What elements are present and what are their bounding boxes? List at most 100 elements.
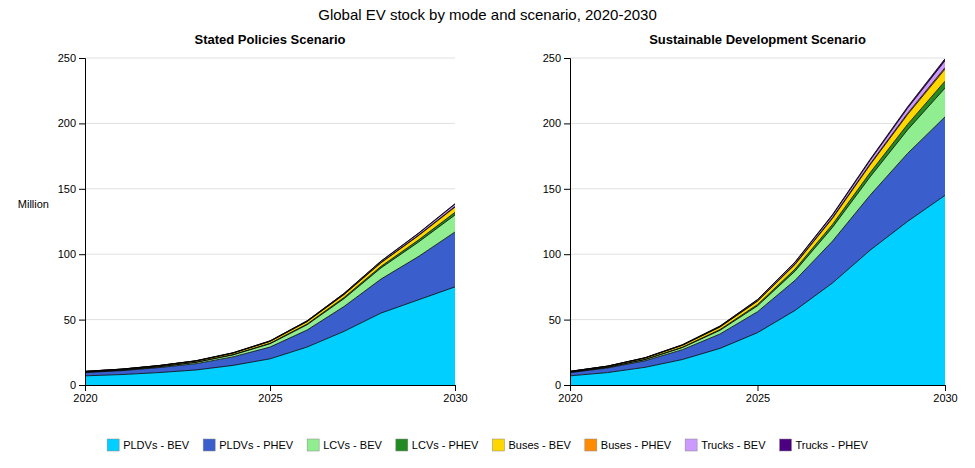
area-outline [85, 206, 455, 371]
tick-label: 0 [70, 379, 76, 391]
area-outline [570, 69, 945, 371]
grid-line [85, 58, 455, 59]
area-outline [85, 287, 455, 376]
subplot-title: Sustainable Development Scenario [649, 32, 866, 47]
legend-label: Buses - PHEV [601, 439, 672, 451]
tick: 2020 [558, 385, 582, 404]
area-outline [570, 68, 945, 372]
legend-swatch [585, 439, 597, 451]
tick-mark [270, 385, 271, 391]
area-outline [570, 81, 945, 372]
y-axis: 0 50 100 150 200 250 [543, 52, 571, 391]
legend-item: PLDVs - PHEV [203, 439, 294, 451]
legend-swatch [685, 439, 697, 451]
area-outline [570, 59, 945, 372]
tick-mark [79, 320, 85, 321]
legend-item: Trucks - PHEV [780, 439, 869, 451]
area-outline [570, 195, 945, 376]
tick-label: 2030 [443, 392, 467, 404]
area [85, 204, 455, 371]
area [570, 68, 945, 372]
axis-line [79, 59, 86, 386]
tick: 50 [64, 314, 85, 326]
tick-label: 2020 [73, 392, 97, 404]
legend-swatch [396, 439, 408, 451]
plot-area [570, 59, 945, 385]
legend-label: Buses - BEV [508, 439, 571, 451]
axis-line [564, 59, 571, 386]
legend-label: Trucks - PHEV [796, 439, 869, 451]
area [570, 69, 945, 372]
tick-label: 50 [549, 314, 561, 326]
tick-label: 250 [543, 52, 561, 64]
legend-item: Trucks - BEV [685, 439, 766, 451]
y-axis-title: Million [18, 198, 49, 210]
y-axis: 0 50 100 150 200 250 [58, 52, 86, 391]
x-axis: 2020 2025 2030 [558, 385, 957, 404]
tick-mark [564, 58, 570, 59]
tick-mark [564, 123, 570, 124]
tick: 100 [543, 248, 570, 260]
tick: 2025 [746, 385, 770, 404]
legend-swatch [107, 439, 119, 451]
tick-label: 2030 [933, 392, 957, 404]
tick-label: 200 [543, 117, 561, 129]
tick: 200 [58, 117, 85, 129]
tick-label: 2020 [558, 392, 582, 404]
tick-mark [564, 320, 570, 321]
tick: 0 [70, 379, 85, 391]
axis-line [571, 386, 946, 392]
tick: 150 [543, 183, 570, 195]
tick-label: 100 [58, 248, 76, 260]
legend-label: PLDVs - BEV [123, 439, 190, 451]
tick: 2025 [258, 385, 282, 404]
grid [85, 58, 455, 385]
legend-swatch [780, 439, 792, 451]
tick-mark [79, 123, 85, 124]
subplot-title: Stated Policies Scenario [194, 32, 345, 47]
tick-mark [945, 385, 946, 391]
tick-label: 150 [58, 183, 76, 195]
legend-swatch [307, 439, 319, 451]
area-outline [85, 204, 455, 371]
panel: 2020 2025 2030 0 50 100 150 200 250 Stated Polici… [18, 32, 468, 404]
area-outline [85, 207, 455, 371]
area [570, 59, 945, 372]
tick-label: 2025 [746, 392, 770, 404]
legend-label: LCVs - BEV [323, 439, 382, 451]
grid-line [570, 58, 945, 59]
tick-label: 100 [543, 248, 561, 260]
legend-label: Trucks - BEV [701, 439, 766, 451]
area-outline [570, 117, 945, 373]
panel: 2020 2025 2030 0 50 100 150 200 250 Sustainable D… [543, 32, 958, 404]
tick: 100 [58, 248, 85, 260]
tick-mark [564, 254, 570, 255]
tick-label: 150 [543, 183, 561, 195]
area-outline [570, 88, 945, 372]
area [85, 215, 455, 373]
tick-label: 200 [58, 117, 76, 129]
tick-mark [79, 58, 85, 59]
grid-line [85, 123, 455, 124]
chart-canvas: Global EV stock by mode and scenario, 20… [0, 0, 975, 468]
area [85, 212, 455, 372]
legend-item: PLDVs - BEV [107, 439, 190, 451]
tick: 250 [58, 52, 85, 64]
area [85, 207, 455, 372]
tick-label: 50 [64, 314, 76, 326]
area [570, 61, 945, 372]
tick-mark [758, 385, 759, 391]
tick-mark [455, 385, 456, 391]
area [570, 81, 945, 372]
axis-line [86, 386, 456, 392]
tick: 150 [58, 183, 85, 195]
legend-label: PLDVs - PHEV [219, 439, 294, 451]
plot-area [85, 204, 455, 385]
tick-label: 0 [555, 379, 561, 391]
grid [570, 58, 945, 385]
legend-item: LCVs - PHEV [396, 439, 479, 451]
grid-line [570, 123, 945, 124]
tick-mark [79, 254, 85, 255]
tick-mark [564, 385, 570, 386]
area-outline [85, 215, 455, 372]
